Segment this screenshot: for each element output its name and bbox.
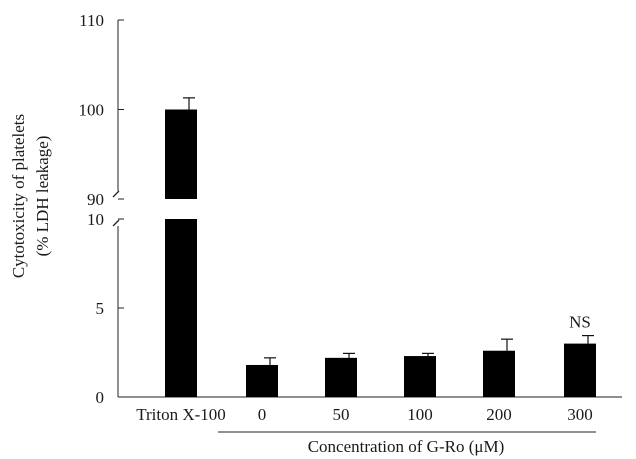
annotation-label: NS — [569, 313, 591, 332]
x-tick-label: 0 — [258, 405, 267, 424]
bar — [165, 109, 197, 199]
bar — [483, 350, 515, 397]
y-axis-label-line-2: (% LDH leakage) — [33, 136, 52, 257]
y-axis-break-mark — [112, 190, 120, 227]
x-tick-label: 200 — [486, 405, 512, 424]
x-tick-label: 100 — [407, 405, 433, 424]
y-tick-label: 5 — [96, 299, 105, 318]
y-tick-label: 10 — [87, 210, 104, 229]
y-tick-label: 100 — [79, 101, 105, 120]
bar — [246, 364, 278, 397]
y-axis-label-line-1: Cytotoxicity of platelets — [9, 114, 28, 278]
y-tick-label: 110 — [79, 11, 104, 30]
bar — [564, 343, 596, 397]
x-tick-label: 300 — [567, 405, 593, 424]
y-axis-label: Cytotoxicity of platelets (% LDH leakage… — [9, 114, 52, 278]
x-tick-label: 50 — [333, 405, 350, 424]
bar — [404, 356, 436, 397]
y-tick-label: 0 — [96, 388, 105, 407]
bar — [325, 357, 357, 397]
x-tick-label: Triton X-100 — [136, 405, 226, 424]
bar — [165, 219, 197, 397]
x-axis-title: Concentration of G-Ro (μM) — [308, 437, 505, 456]
y-tick-label: 90 — [87, 190, 104, 209]
